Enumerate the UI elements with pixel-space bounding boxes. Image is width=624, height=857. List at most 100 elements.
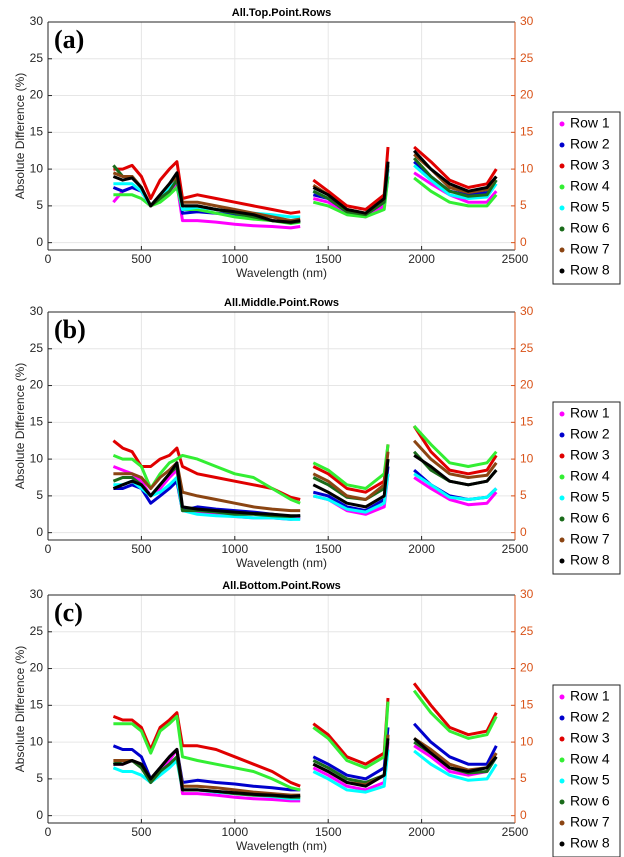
y2-tick-label: 15	[520, 124, 534, 138]
legend-marker	[559, 121, 565, 127]
legend-label: Row 8	[570, 835, 610, 851]
y-tick-label: 30	[30, 587, 44, 601]
legend-label: Row 3	[570, 157, 610, 173]
y-tick-label: 0	[36, 235, 43, 249]
y2-tick-label: 30	[520, 14, 534, 28]
x-axis-label: Wavelength (nm)	[236, 839, 327, 853]
legend-marker	[559, 163, 565, 169]
legend-label: Row 4	[570, 751, 610, 767]
legend-marker	[559, 841, 565, 847]
legend-marker	[559, 226, 565, 232]
chart-title: All.Top.Point.Rows	[232, 7, 331, 19]
legend-label: Row 2	[570, 709, 610, 725]
x-tick-label: 0	[45, 825, 52, 839]
legend-label: Row 4	[570, 468, 610, 484]
y2-tick-label: 10	[520, 161, 534, 175]
y-tick-label: 30	[30, 304, 44, 318]
x-tick-label: 2500	[502, 825, 529, 839]
legend-label: Row 3	[570, 730, 610, 746]
y-tick-label: 20	[30, 661, 44, 675]
y2-tick-label: 0	[520, 235, 527, 249]
legend-marker	[559, 820, 565, 826]
legend-marker	[559, 537, 565, 543]
y2-tick-label: 30	[520, 304, 534, 318]
legend-box	[552, 401, 621, 575]
panel-label: (b)	[54, 315, 86, 344]
x-tick-label: 2000	[408, 542, 435, 556]
legend-label: Row 5	[570, 772, 610, 788]
legend-label: Row 5	[570, 199, 610, 215]
x-tick-label: 2500	[502, 252, 529, 266]
x-axis-label: Wavelength (nm)	[236, 266, 327, 280]
y-tick-label: 10	[30, 451, 44, 465]
y2-tick-label: 25	[520, 51, 534, 65]
x-tick-label: 1500	[315, 542, 342, 556]
y-axis-label: Absolute Difference (%)	[13, 646, 27, 773]
legend-label: Row 3	[570, 447, 610, 463]
legend-label: Row 2	[570, 426, 610, 442]
y2-tick-label: 25	[520, 341, 534, 355]
plot-area	[48, 312, 515, 540]
x-tick-label: 1000	[221, 825, 248, 839]
y-tick-label: 15	[30, 414, 44, 428]
legend-marker	[559, 432, 565, 438]
chart-title: All.Middle.Point.Rows	[224, 297, 339, 309]
series-line	[113, 737, 498, 798]
legend-label: Row 7	[570, 241, 610, 257]
chart-title: All.Bottom.Point.Rows	[222, 580, 341, 592]
legend-label: Row 6	[570, 793, 610, 809]
x-axis-label: Wavelength (nm)	[236, 556, 327, 570]
legend-marker	[559, 736, 565, 742]
y2-tick-label: 15	[520, 697, 534, 711]
y-tick-label: 20	[30, 88, 44, 102]
x-tick-label: 2000	[408, 825, 435, 839]
y-tick-label: 5	[36, 198, 43, 212]
x-tick-label: 1500	[315, 252, 342, 266]
y-tick-label: 25	[30, 51, 44, 65]
legend-label: Row 1	[570, 115, 610, 131]
y2-tick-label: 0	[520, 808, 527, 822]
y-tick-label: 15	[30, 124, 44, 138]
legend-label: Row 7	[570, 814, 610, 830]
legend-marker	[559, 205, 565, 211]
legend-box	[552, 111, 621, 285]
legend-marker	[559, 247, 565, 253]
plot-area	[48, 595, 515, 823]
x-tick-label: 500	[131, 542, 151, 556]
panel-label: (a)	[54, 25, 84, 54]
legend-label: Row 2	[570, 136, 610, 152]
y-tick-label: 0	[36, 808, 43, 822]
legend-marker	[559, 778, 565, 784]
legend-label: Row 8	[570, 552, 610, 568]
legend-label: Row 7	[570, 531, 610, 547]
legend-label: Row 1	[570, 405, 610, 421]
legend-label: Row 8	[570, 262, 610, 278]
y-tick-label: 10	[30, 161, 44, 175]
legend-marker	[559, 184, 565, 190]
series-line	[112, 454, 498, 518]
x-tick-label: 500	[131, 825, 151, 839]
y2-tick-label: 15	[520, 414, 534, 428]
y-tick-label: 15	[30, 697, 44, 711]
x-tick-label: 1000	[221, 252, 248, 266]
panel-label: (c)	[54, 598, 83, 627]
legend-label: Row 6	[570, 510, 610, 526]
y2-tick-label: 10	[520, 451, 534, 465]
y2-tick-label: 30	[520, 587, 534, 601]
legend-marker	[559, 799, 565, 805]
y2-tick-label: 20	[520, 88, 534, 102]
y2-tick-label: 5	[520, 488, 527, 502]
y-tick-label: 5	[36, 488, 43, 502]
y2-tick-label: 20	[520, 378, 534, 392]
x-tick-label: 500	[131, 252, 151, 266]
y-tick-label: 10	[30, 734, 44, 748]
x-tick-label: 1500	[315, 825, 342, 839]
y2-tick-label: 20	[520, 661, 534, 675]
y-axis-label: Absolute Difference (%)	[13, 363, 27, 490]
legend-marker	[559, 495, 565, 501]
legend-label: Row 4	[570, 178, 610, 194]
legend-marker	[559, 558, 565, 564]
legend-marker	[559, 268, 565, 274]
legend-box	[552, 684, 621, 857]
y-tick-label: 20	[30, 378, 44, 392]
